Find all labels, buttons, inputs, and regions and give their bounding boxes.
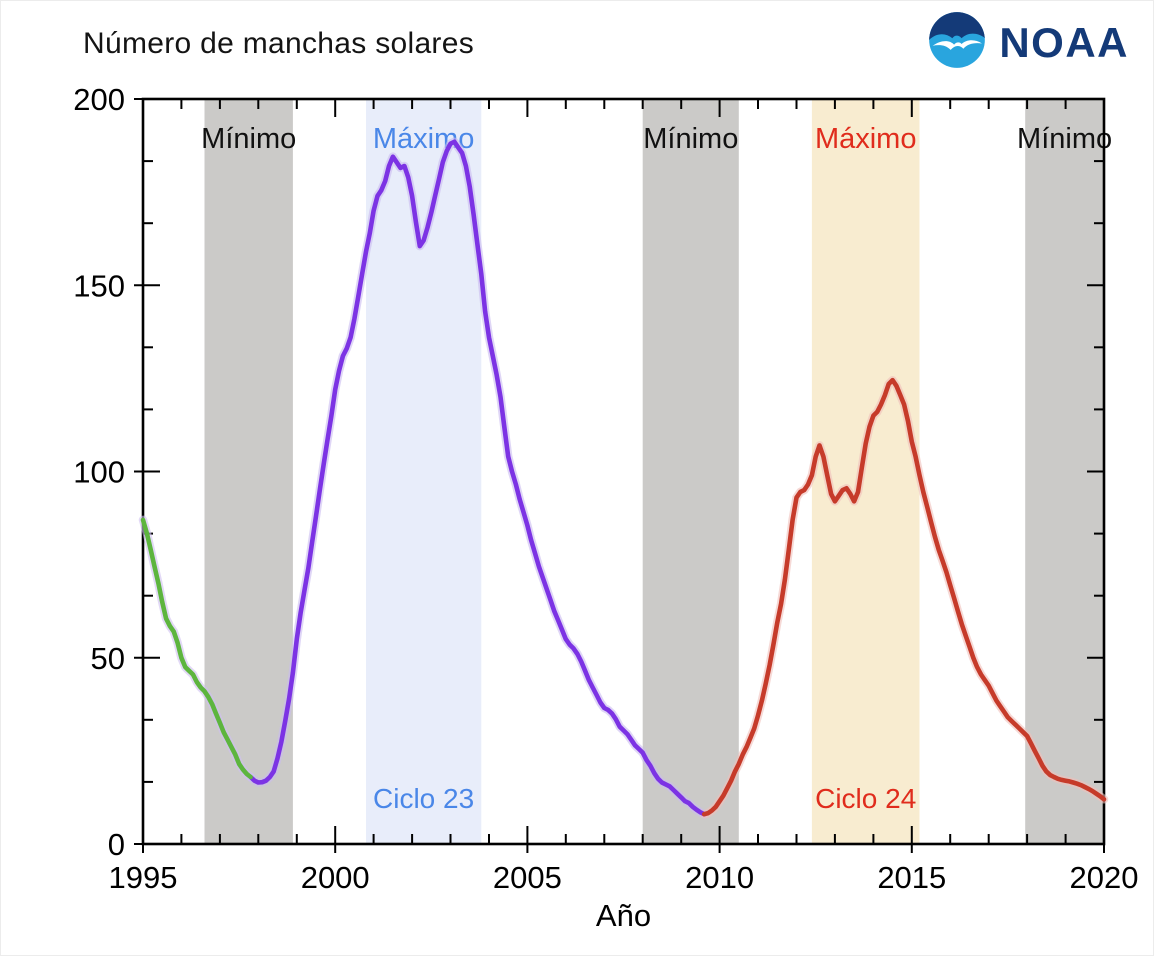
y-tick-label: 200 [73, 82, 125, 117]
x-tick-label: 2000 [301, 860, 370, 895]
band-label-4: Mínimo [1017, 123, 1112, 155]
x-tick-label: 2005 [493, 860, 562, 895]
band-mínimo-2 [642, 99, 739, 844]
series-line-2 [140, 517, 253, 780]
x-tick-label: 2015 [877, 860, 946, 895]
cycle-label-0: Ciclo 23 [373, 783, 474, 814]
series-line-0 [248, 139, 707, 817]
x-tick-label: 2010 [685, 860, 754, 895]
series-line-1 [701, 377, 1107, 817]
y-tick-label: 0 [108, 827, 125, 862]
y-tick-label: 100 [73, 455, 125, 490]
band-máximo-1 [366, 99, 482, 844]
x-axis-title: Año [596, 898, 651, 933]
y-tick-label: 150 [73, 268, 125, 303]
noaa-logo: NOAA [928, 11, 1129, 74]
y-tick-label: 50 [91, 641, 125, 676]
chart-title: Número de manchas solares [83, 27, 475, 60]
noaa-wordmark: NOAA [999, 18, 1129, 66]
band-label-0: Mínimo [201, 123, 296, 155]
band-label-2: Mínimo [643, 123, 738, 155]
noaa-emblem-icon [928, 11, 986, 74]
x-tick-label: 1995 [109, 860, 178, 895]
cycle-label-1: Ciclo 24 [815, 783, 916, 814]
band-label-3: Máximo [815, 123, 917, 155]
x-tick-label: 2020 [1070, 860, 1139, 895]
plot-frame [141, 97, 1106, 846]
